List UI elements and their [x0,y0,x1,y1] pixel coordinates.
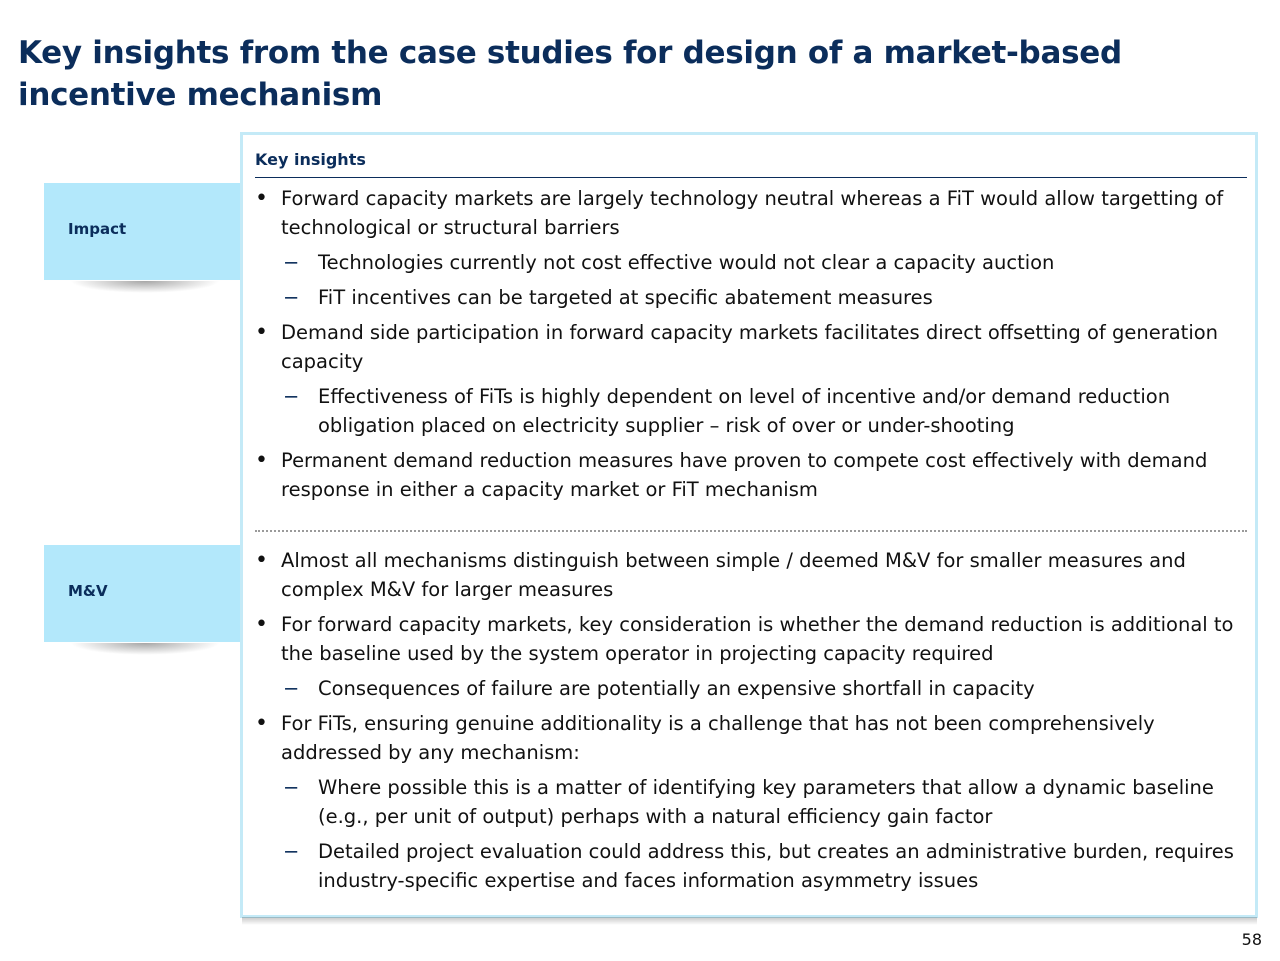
bullet-text: Permanent demand reduction measures have… [281,449,1208,501]
sub-bullet-text: FiT incentives can be targeted at specif… [318,286,933,309]
dash-icon: − [283,776,300,799]
sub-bullet-text: Effectiveness of FiTs is highly dependen… [318,385,1171,437]
impact-section: • Forward capacity markets are largely te… [255,184,1249,504]
bullet-item: • Forward capacity markets are largely te… [255,184,1249,242]
sub-bullet-item: − Effectiveness of FiTs is highly depende… [255,382,1249,440]
page-number: 58 [1241,930,1262,949]
sub-bullet-item: − FiT incentives can be targeted at speci… [255,283,1249,312]
bullet-icon: • [255,612,268,637]
bullet-icon: • [255,186,268,211]
impact-label-shadow [70,281,220,293]
bullet-text: Almost all mechanisms distinguish betwee… [281,549,1186,601]
sub-bullet-item: − Consequences of failure are potentially… [255,674,1249,703]
sub-bullet-item: − Detailed project evaluation could addre… [255,837,1249,895]
impact-label-text: Impact [68,220,127,238]
bullet-icon: • [255,320,268,345]
bullet-icon: • [255,548,268,573]
panel-shadow [242,917,1257,925]
bullet-item: • Permanent demand reduction measures hav… [255,446,1249,504]
bullet-icon: • [255,448,268,473]
sub-bullet-item: − Technologies currently not cost effecti… [255,248,1249,277]
sub-bullet-text: Where possible this is a matter of ident… [318,776,1214,828]
mv-label-shadow [70,643,220,655]
mv-section: • Almost all mechanisms distinguish betwe… [255,546,1249,901]
dash-icon: − [283,251,300,274]
bullet-text: Forward capacity markets are largely tec… [281,187,1224,239]
mv-label: M&V [44,545,241,642]
mv-label-text: M&V [68,582,108,600]
bullet-item: • For forward capacity markets, key consi… [255,610,1249,668]
bullet-item: • Almost all mechanisms distinguish betwe… [255,546,1249,604]
sub-bullet-text: Technologies currently not cost effectiv… [318,251,1055,274]
bullet-item: • Demand side participation in forward ca… [255,318,1249,376]
bullet-item: • For FiTs, ensuring genuine additionalit… [255,709,1249,767]
impact-label: Impact [44,183,241,280]
dash-icon: − [283,677,300,700]
panel-header: Key insights [255,149,1247,178]
section-divider [255,530,1247,532]
dash-icon: − [283,286,300,309]
page-title: Key insights from the case studies for d… [18,35,1122,113]
key-insights-panel: Key insights • Forward capacity markets a… [240,132,1258,918]
bullet-text: Demand side participation in forward cap… [281,321,1219,373]
dash-icon: − [283,840,300,863]
bullet-icon: • [255,711,268,736]
bullet-text: For FiTs, ensuring genuine additionality… [281,712,1155,764]
dash-icon: − [283,385,300,408]
sub-bullet-item: − Where possible this is a matter of iden… [255,773,1249,831]
sub-bullet-text: Consequences of failure are potentially … [318,677,1035,700]
sub-bullet-text: Detailed project evaluation could addres… [318,840,1234,892]
bullet-text: For forward capacity markets, key consid… [281,613,1234,665]
